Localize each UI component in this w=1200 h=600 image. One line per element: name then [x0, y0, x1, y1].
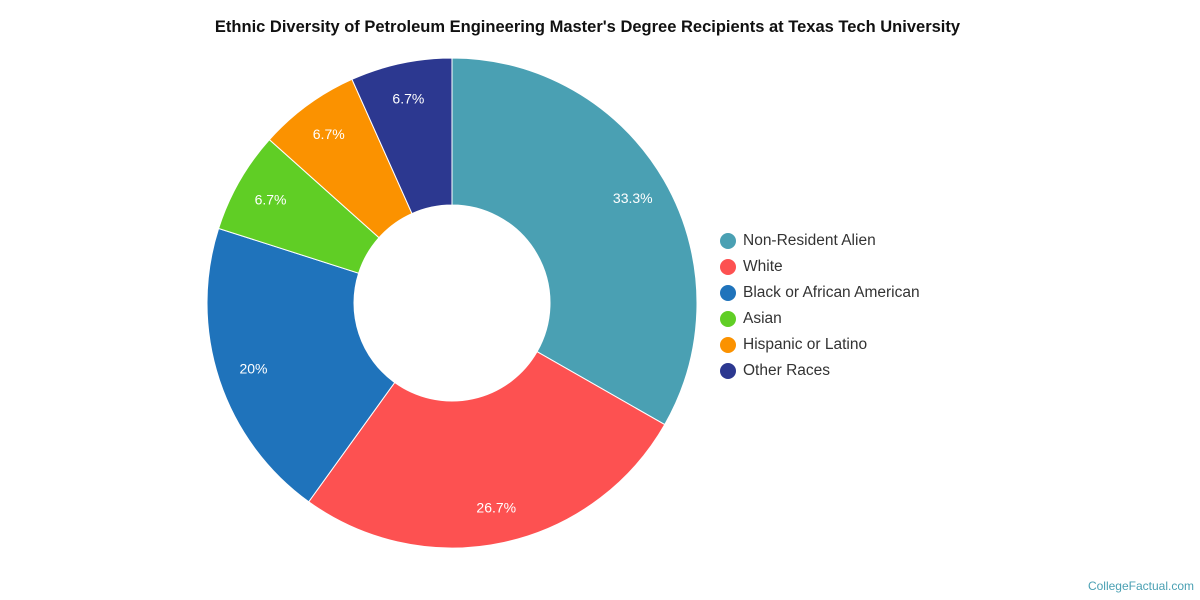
- legend-marker: [720, 259, 736, 275]
- slice-black-or-african-american[interactable]: [206, 227, 396, 503]
- slice-white[interactable]: [308, 350, 666, 549]
- legend-marker: [720, 363, 736, 379]
- legend-marker: [720, 337, 736, 353]
- data-label: 6.7%: [392, 91, 424, 107]
- watermark[interactable]: CollegeFactual.com: [1087, 579, 1194, 593]
- legend-label: Other Races: [743, 362, 831, 379]
- legend-item[interactable]: Non-Resident Alien: [720, 228, 920, 254]
- legend-label: Asian: [743, 310, 782, 327]
- data-label: 26.7%: [476, 499, 516, 515]
- data-label: 6.7%: [313, 126, 345, 142]
- slice-other-races[interactable]: [351, 57, 453, 215]
- chart-title: Ethnic Diversity of Petroleum Engineerin…: [214, 18, 961, 36]
- legend-item[interactable]: Black or African American: [720, 280, 920, 306]
- legend-item[interactable]: Other Races: [720, 358, 920, 384]
- legend-item[interactable]: White: [720, 254, 920, 280]
- legend-marker: [720, 233, 736, 249]
- data-label: 20%: [239, 360, 267, 376]
- legend: Non-Resident Alien White Black or African …: [720, 228, 920, 384]
- legend-marker: [720, 311, 736, 327]
- legend-label: Hispanic or Latino: [743, 336, 868, 353]
- slice-non-resident-alien[interactable]: [451, 57, 698, 426]
- legend-item[interactable]: Asian: [720, 306, 920, 332]
- legend-label: Black or African American: [743, 284, 920, 301]
- legend-label: White: [743, 258, 783, 275]
- legend-label: Non-Resident Alien: [743, 232, 876, 249]
- legend-item[interactable]: Hispanic or Latino: [720, 332, 920, 358]
- data-label: 6.7%: [255, 191, 287, 207]
- legend-marker: [720, 285, 736, 301]
- data-label: 33.3%: [613, 190, 653, 206]
